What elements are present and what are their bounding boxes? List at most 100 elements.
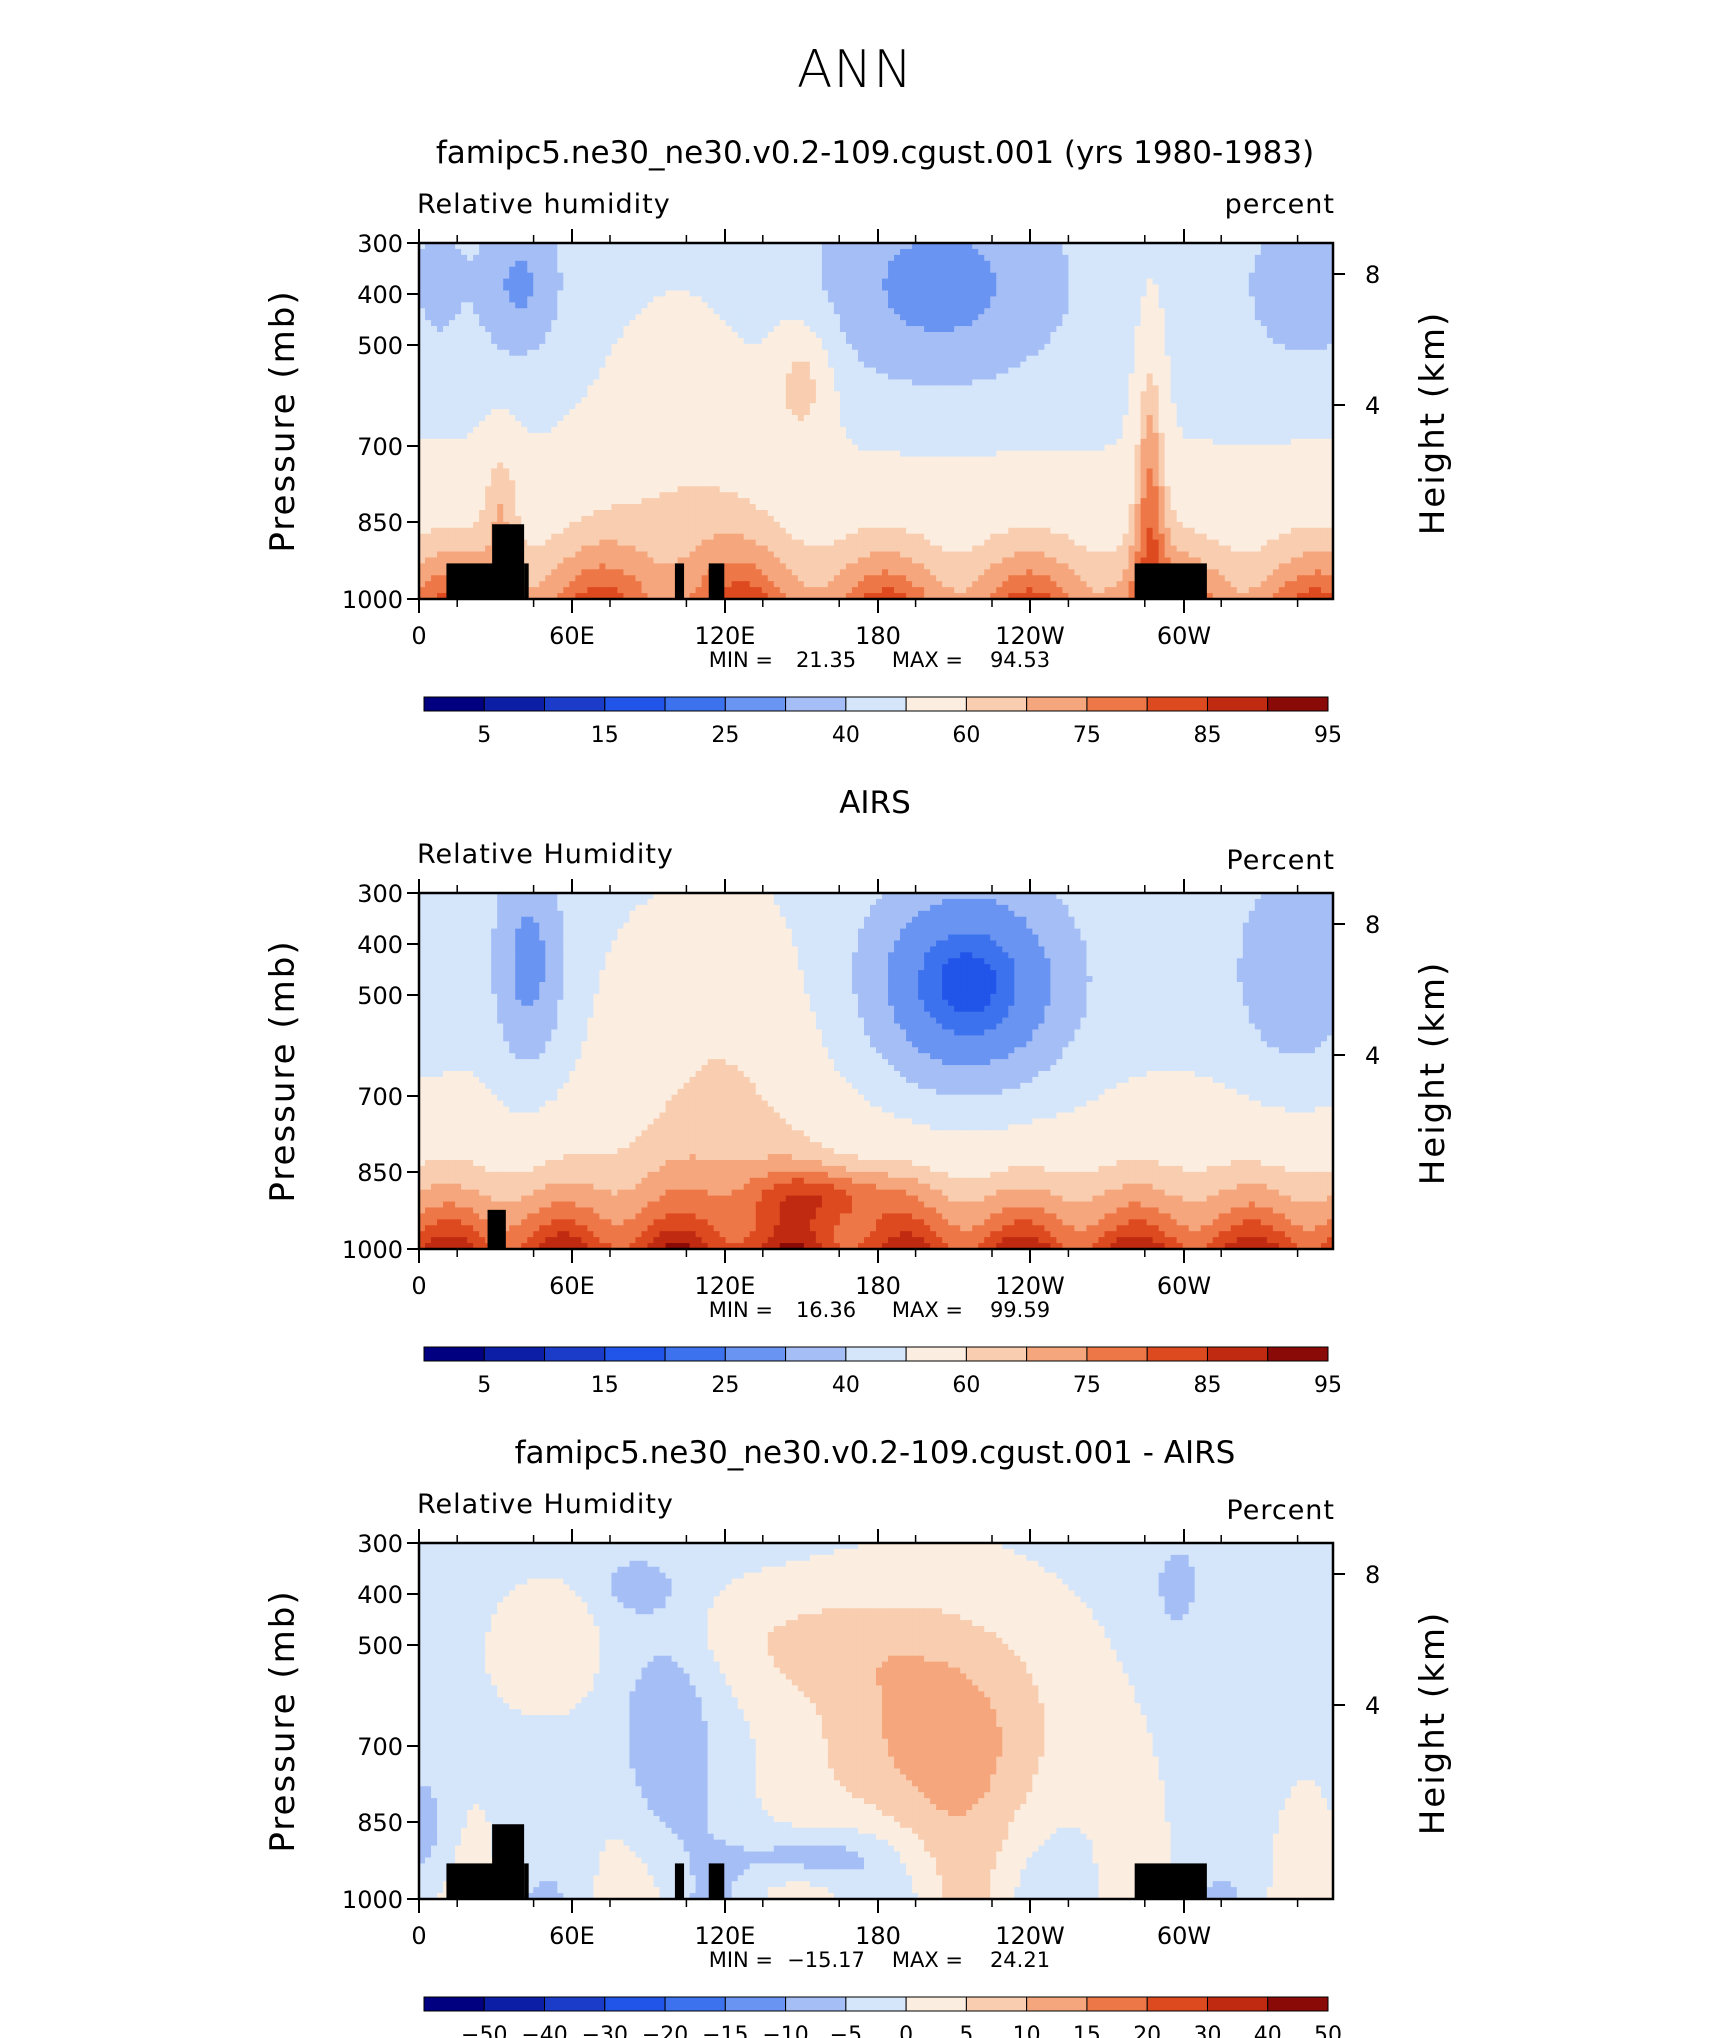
- colorbar-label: −50: [461, 2023, 507, 2038]
- colorbar-swatch: [664, 696, 726, 712]
- colorbar-swatch: [905, 696, 967, 712]
- topography-mask: [1134, 1863, 1207, 1899]
- x-tick-label: 180: [855, 1922, 901, 1950]
- y-tick-label: 400: [357, 1581, 403, 1609]
- variable-label: Relative humidity: [417, 189, 671, 220]
- x-tick-label: 60W: [1157, 1272, 1211, 1300]
- colorbar-label: 5: [477, 1373, 491, 1398]
- colorbar-swatch: [423, 1346, 485, 1362]
- y-right-tick-label: 4: [1365, 1692, 1380, 1720]
- colorbar-swatch: [785, 1996, 847, 2012]
- colorbar-swatch: [604, 1346, 666, 1362]
- max-value: 99.59: [990, 1298, 1050, 1322]
- colorbar-swatch: [785, 1346, 847, 1362]
- y-right-tick-label: 4: [1365, 1042, 1380, 1070]
- colorbar-swatch: [905, 1346, 967, 1362]
- colorbar-label: 5: [959, 2023, 973, 2038]
- colorbar-swatch: [1267, 696, 1329, 712]
- topography-mask: [492, 1824, 525, 1899]
- x-tick-label: 0: [411, 622, 426, 650]
- y-axis-right-title: Height (km): [1413, 311, 1453, 536]
- colorbar-swatch: [724, 1996, 787, 2012]
- colorbar-swatch: [724, 696, 787, 712]
- colorbar-label: 15: [591, 1373, 619, 1398]
- variable-label: Relative Humidity: [417, 839, 674, 870]
- y-tick-label: 850: [357, 509, 403, 537]
- max-value: 24.21: [990, 1948, 1050, 1972]
- panel-1: famipc5.ne30_ne30.v0.2-109.cgust.001 (yr…: [263, 135, 1453, 748]
- x-tick-label: 120E: [695, 622, 756, 650]
- x-tick-label: 0: [411, 1272, 426, 1300]
- colorbar-swatch: [1267, 1996, 1329, 2012]
- colorbar-label: −15: [702, 2023, 748, 2038]
- x-tick-label: 60E: [549, 1922, 595, 1950]
- colorbar-swatch: [1086, 1996, 1148, 2012]
- topography-mask: [446, 563, 497, 599]
- y-axis-title: Pressure (mb): [263, 1589, 303, 1852]
- topography-mask: [674, 1863, 685, 1899]
- colorbar-label: 60: [952, 1373, 980, 1398]
- y-axis-title: Pressure (mb): [263, 939, 303, 1202]
- max-label: MAX =: [892, 1948, 963, 1972]
- colorbar-label: 50: [1314, 2023, 1342, 2038]
- colorbar-swatch: [1086, 696, 1148, 712]
- colorbar-swatch: [965, 1996, 1028, 2012]
- min-label: MIN =: [709, 648, 773, 672]
- y-right-tick-label: 8: [1365, 911, 1380, 939]
- colorbar-label: −10: [762, 2023, 808, 2038]
- contour-field: [419, 243, 1333, 599]
- min-label: MIN =: [709, 1298, 773, 1322]
- colorbar: 5 15 25 40 60 75 85 95: [423, 696, 1342, 748]
- min-value: 21.35: [796, 648, 856, 672]
- y-axis-right-title: Height (km): [1413, 1611, 1453, 1836]
- colorbar-swatch: [1026, 696, 1088, 712]
- plot-frame: [417, 891, 1335, 1251]
- colorbar-label: 95: [1314, 723, 1342, 748]
- colorbar-swatch: [423, 1996, 485, 2012]
- topography-mask: [524, 1863, 529, 1899]
- colorbar-label: 85: [1193, 1373, 1221, 1398]
- y-tick-label: 850: [357, 1809, 403, 1837]
- max-label: MAX =: [892, 1298, 963, 1322]
- x-tick-label: 0: [411, 1922, 426, 1950]
- contour-field: [419, 1543, 1333, 1899]
- colorbar-swatch: [544, 696, 606, 712]
- x-tick-label: 180: [855, 622, 901, 650]
- y-tick-label: 300: [357, 1530, 403, 1558]
- colorbar-swatch: [483, 696, 546, 712]
- colorbar-swatch: [845, 1996, 907, 2012]
- colorbar-swatch: [785, 696, 847, 712]
- colorbar-swatch: [965, 1346, 1028, 1362]
- y-right-tick-label: 4: [1365, 392, 1380, 420]
- colorbar-swatch: [965, 696, 1028, 712]
- colorbar-swatch: [544, 1996, 606, 2012]
- y-tick-label: 400: [357, 931, 403, 959]
- colorbar-label: 15: [591, 723, 619, 748]
- y-tick-label: 850: [357, 1159, 403, 1187]
- colorbar-swatch: [1206, 696, 1269, 712]
- units-label: percent: [1225, 189, 1335, 220]
- topography-mask: [446, 1863, 497, 1899]
- variable-label: Relative Humidity: [417, 1489, 674, 1520]
- colorbar-label: 15: [1073, 2023, 1101, 2038]
- x-tick-label: 60E: [549, 622, 595, 650]
- colorbar-swatch: [604, 1996, 666, 2012]
- x-tick-label: 120E: [695, 1272, 756, 1300]
- colorbar-swatch: [905, 1996, 967, 2012]
- colorbar-label: 20: [1133, 2023, 1161, 2038]
- x-tick-label: 120W: [995, 622, 1065, 650]
- colorbar-swatch: [483, 1996, 546, 2012]
- units-label: Percent: [1226, 845, 1335, 876]
- colorbar-label: 0: [899, 2023, 913, 2038]
- y-tick-label: 700: [357, 433, 403, 461]
- x-tick-label: 180: [855, 1272, 901, 1300]
- colorbar-label: −5: [830, 2023, 862, 2038]
- y-tick-label: 1000: [342, 586, 403, 614]
- x-tick-label: 60W: [1157, 622, 1211, 650]
- y-tick-label: 500: [357, 332, 403, 360]
- y-tick-label: 300: [357, 880, 403, 908]
- y-tick-label: 300: [357, 230, 403, 258]
- colorbar-swatch: [845, 1346, 907, 1362]
- colorbar-swatch: [1206, 1996, 1269, 2012]
